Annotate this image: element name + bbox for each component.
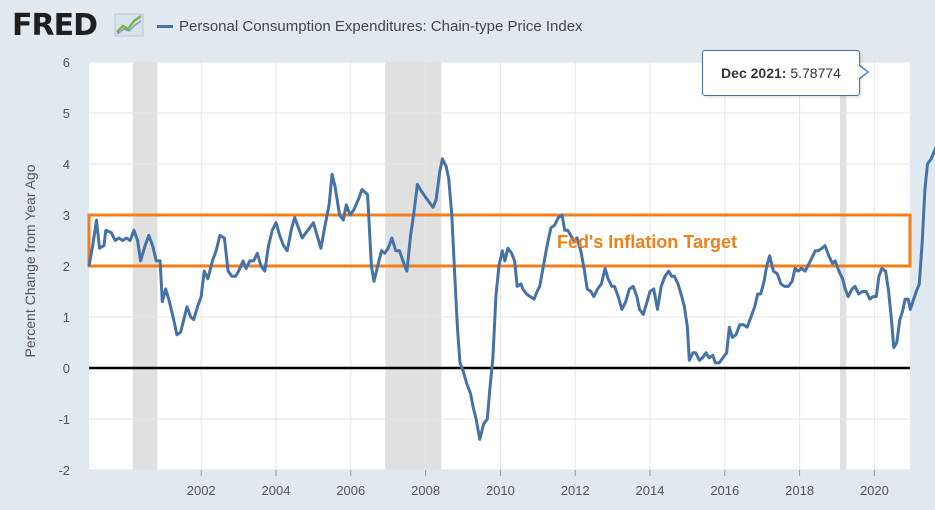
tooltip-date: Dec 2021: <box>721 65 787 81</box>
x-tick-label: 2018 <box>785 483 814 498</box>
x-axis-ticks: 2002 2004 2006 2008 2010 2012 2014 2016 2018 2020 <box>187 470 889 498</box>
x-tick-label: 2016 <box>710 483 739 498</box>
tooltip-arrow-fill <box>858 65 867 79</box>
x-tick-label: 2012 <box>561 483 590 498</box>
x-tick-label: 2020 <box>860 483 889 498</box>
y-tick-label: -1 <box>58 412 70 427</box>
y-tick-label: -2 <box>58 463 70 478</box>
fred-logo[interactable]: FRED <box>12 8 98 43</box>
y-tick-label: 5 <box>63 106 70 121</box>
y-tick-label: 6 <box>63 55 70 70</box>
x-tick-label: 2010 <box>486 483 515 498</box>
x-tick-label: 2008 <box>411 483 440 498</box>
series-line-pce <box>87 146 935 441</box>
y-axis-ticks: 6 5 4 3 2 1 0 -1 -2 <box>58 55 70 478</box>
x-tick-label: 2006 <box>336 483 365 498</box>
inflation-target-label: Fed's Inflation Target <box>557 232 737 252</box>
legend-swatch <box>157 24 173 28</box>
header: FRED Personal Consumption Expenditures: … <box>0 0 935 52</box>
x-tick-label: 2004 <box>262 483 291 498</box>
tooltip-value: 5.78774 <box>790 65 841 81</box>
legend-label: Personal Consumption Expenditures: Chain… <box>179 17 583 35</box>
y-tick-label: 4 <box>63 157 70 172</box>
x-tick-label: 2014 <box>636 483 665 498</box>
fred-graph-icon <box>114 13 144 37</box>
x-tick-label: 2002 <box>187 483 216 498</box>
legend[interactable]: Personal Consumption Expenditures: Chain… <box>157 16 583 36</box>
y-tick-label: 2 <box>63 259 70 274</box>
tooltip: Dec 2021: 5.78774 <box>702 50 860 96</box>
y-tick-label: 1 <box>63 310 70 325</box>
y-tick-label: 0 <box>63 361 70 376</box>
y-tick-label: 3 <box>63 208 70 223</box>
y-axis-title: Percent Change from Year Ago <box>22 164 38 357</box>
series-layer <box>87 146 935 441</box>
